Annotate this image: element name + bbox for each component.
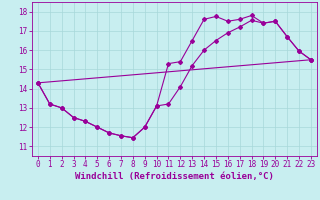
X-axis label: Windchill (Refroidissement éolien,°C): Windchill (Refroidissement éolien,°C) <box>75 172 274 181</box>
